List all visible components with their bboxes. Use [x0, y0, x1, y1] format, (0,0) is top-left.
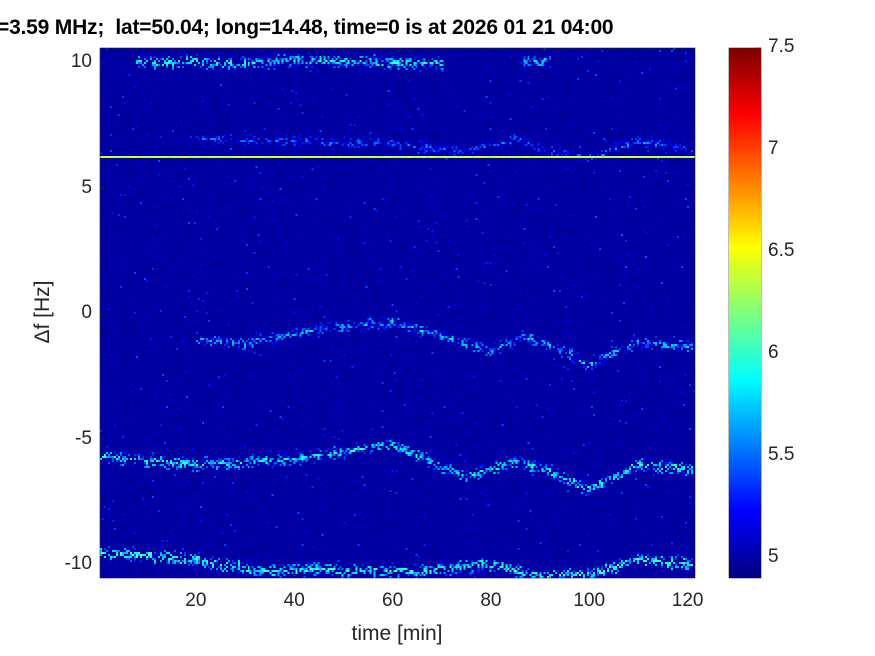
colorbar-tick-label: 7	[768, 137, 779, 159]
colorbar-tick-label: 6	[768, 341, 779, 363]
y-tick-label: 10	[70, 51, 92, 73]
x-tick-label: 80	[480, 590, 502, 611]
colorbar-tick-label: 6.5	[768, 239, 795, 261]
colorbar-tick-label: 7.5	[768, 36, 795, 57]
x-axis-label: time [min]	[351, 622, 443, 645]
y-axis-label: Δf [Hz]	[31, 280, 54, 344]
x-tick-label: 100	[573, 590, 606, 611]
x-tick-label: 20	[185, 590, 207, 611]
y-tick-label: 5	[81, 176, 92, 198]
plot-frame	[99, 47, 696, 579]
spectrogram-heatmap	[100, 48, 695, 578]
x-tick-label: 60	[382, 590, 404, 611]
x-tick-label: 120	[671, 590, 704, 611]
y-tick-label: 0	[81, 302, 92, 324]
colorbar	[729, 48, 761, 578]
y-tick-label: -5	[75, 427, 92, 449]
colorbar-tick-label: 5.5	[768, 443, 795, 465]
plot-area	[100, 48, 695, 578]
x-tick-label: 40	[283, 590, 305, 611]
colorbar-tick-label: 5	[768, 545, 779, 567]
y-tick-label: -10	[64, 553, 92, 575]
chart-title: =3.59 MHz; lat=50.04; long=14.48, time=0…	[0, 16, 614, 39]
